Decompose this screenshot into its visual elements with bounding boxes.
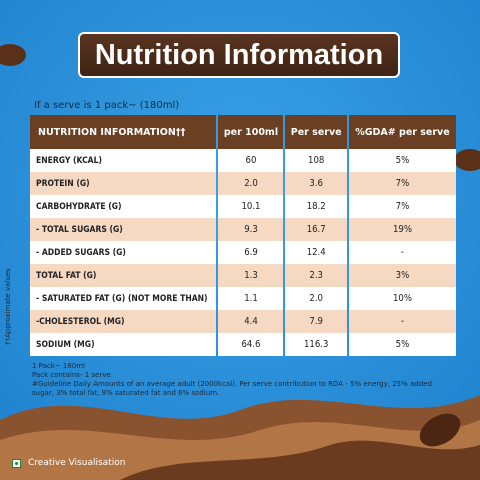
nutrient-cell: CARBOHYDRATE (G) <box>30 195 217 218</box>
nutrient-cell: ENERGY (KCAL) <box>30 149 217 172</box>
value-cell: 1.3 <box>218 264 284 287</box>
value-cell: 1.1 <box>218 287 284 310</box>
value-cell: 2.3 <box>285 264 347 287</box>
nutrient-cell: - ADDED SUGARS (G) <box>30 241 217 264</box>
table-row: CARBOHYDRATE (G) 10.1 18.2 7% <box>30 195 456 218</box>
nutrient-cell: PROTEIN (G) <box>30 172 217 195</box>
table-row: - SATURATED FAT (G) (NOT MORE THAN) 1.1 2.… <box>30 287 456 310</box>
nutrition-table: NUTRITION INFORMATION†† per 100ml Per serv… <box>28 115 458 356</box>
value-cell: 10% <box>348 287 456 310</box>
value-cell: 3.6 <box>285 172 347 195</box>
value-cell: 60 <box>218 149 284 172</box>
value-cell: 5% <box>348 333 456 356</box>
value-cell: 64.6 <box>218 333 284 356</box>
footnote: Pack contains- 1 serve <box>32 371 111 379</box>
value-cell: 9.3 <box>218 218 284 241</box>
side-note: ††Approximate values <box>4 268 12 345</box>
title: Nutrition Information <box>78 32 400 78</box>
value-cell: 5% <box>348 149 456 172</box>
serve-note: If a serve is 1 pack~ (180ml) <box>34 100 180 111</box>
nutrient-cell: - SATURATED FAT (G) (NOT MORE THAN) <box>30 287 217 310</box>
table-row: ENERGY (KCAL) 60 108 5% <box>30 149 456 172</box>
value-cell: 4.4 <box>218 310 284 333</box>
value-cell: 108 <box>285 149 347 172</box>
column-header: Per serve <box>285 115 347 149</box>
veg-mark <box>12 459 21 468</box>
value-cell: 2.0 <box>285 287 347 310</box>
badge: Creative Visualisation <box>28 458 126 468</box>
column-header: %GDA# per serve <box>348 115 456 149</box>
value-cell: 116.3 <box>285 333 347 356</box>
column-header: NUTRITION INFORMATION†† <box>30 115 217 149</box>
value-cell: 3% <box>348 264 456 287</box>
nutrient-cell: SODIUM (MG) <box>30 333 217 356</box>
footnote: #Guideline Daily Amounts of an average a… <box>32 380 432 397</box>
value-cell: 6.9 <box>218 241 284 264</box>
footnotes: 1 Pack~ 180ml Pack contains- 1 serve #Guid… <box>32 362 452 398</box>
value-cell: - <box>348 241 456 264</box>
footnote: 1 Pack~ 180ml <box>32 362 85 370</box>
value-cell: 19% <box>348 218 456 241</box>
value-cell: 12.4 <box>285 241 347 264</box>
value-cell: 7% <box>348 172 456 195</box>
table-row: PROTEIN (G) 2.0 3.6 7% <box>30 172 456 195</box>
header-row: NUTRITION INFORMATION†† per 100ml Per serv… <box>30 115 456 149</box>
nutrient-cell: TOTAL FAT (G) <box>30 264 217 287</box>
table-row: -CHOLESTEROL (MG) 4.4 7.9- <box>30 310 456 333</box>
table-row: TOTAL FAT (G) 1.3 2.3 3% <box>30 264 456 287</box>
table-row: - ADDED SUGARS (G) 6.9 12.4- <box>30 241 456 264</box>
value-cell: 16.7 <box>285 218 347 241</box>
nutrient-cell: - TOTAL SUGARS (G) <box>30 218 217 241</box>
value-cell: - <box>348 310 456 333</box>
column-header: per 100ml <box>218 115 284 149</box>
value-cell: 7% <box>348 195 456 218</box>
nutrient-cell: -CHOLESTEROL (MG) <box>30 310 217 333</box>
value-cell: 18.2 <box>285 195 347 218</box>
value-cell: 7.9 <box>285 310 347 333</box>
table-row: - TOTAL SUGARS (G) 9.3 16.7 19% <box>30 218 456 241</box>
table-row: SODIUM (MG) 64.6 116.3 5% <box>30 333 456 356</box>
value-cell: 10.1 <box>218 195 284 218</box>
value-cell: 2.0 <box>218 172 284 195</box>
